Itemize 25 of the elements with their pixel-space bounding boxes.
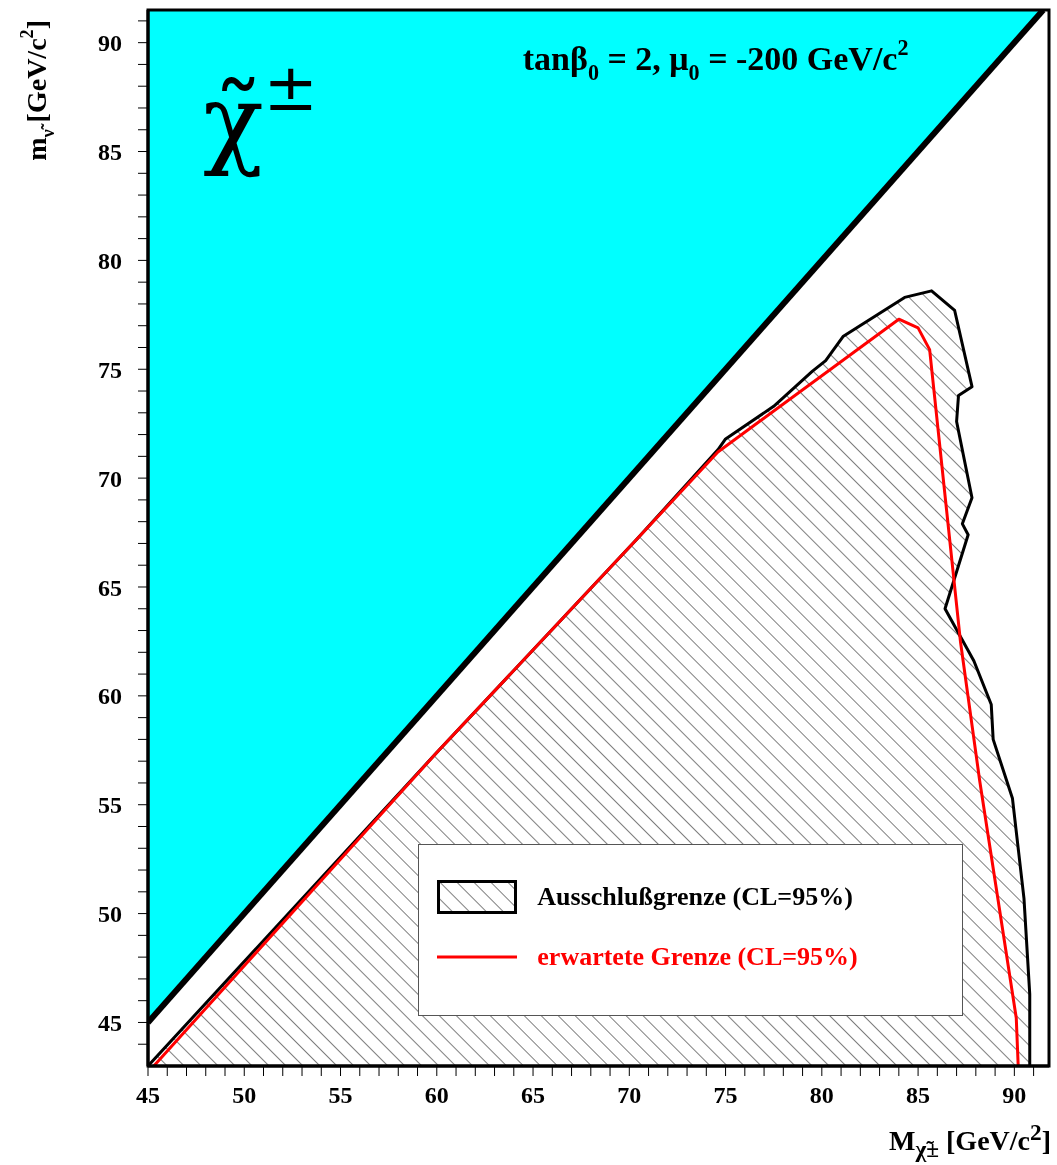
legend-label: Ausschlußgrenze (CL=95%)	[537, 882, 853, 913]
y-tick-label: 50	[98, 901, 122, 928]
y-tick-label: 60	[98, 683, 122, 710]
x-tick-label: 70	[617, 1082, 642, 1109]
x-tick-label: 90	[1002, 1082, 1027, 1109]
x-tick-label: 50	[232, 1082, 257, 1109]
x-tick-label: 80	[809, 1082, 834, 1109]
x-tick-label: 85	[906, 1082, 931, 1109]
y-tick-label: 75	[98, 356, 122, 383]
y-tick-label: 85	[98, 139, 122, 166]
y-tick-label: 65	[98, 574, 122, 601]
y-tick-label: 45	[98, 1009, 122, 1036]
x-tick-label: 55	[328, 1082, 353, 1109]
x-axis-title: M$_{χ̃±}$ [GeV/c$^{2}$]	[889, 1118, 1051, 1164]
x-tick-label: 45	[136, 1082, 160, 1109]
text: tanβ$_{0}$ = 2, μ$_{0}$ = -200 GeV/c$^{2}$	[522, 34, 909, 86]
legend-label: erwartete Grenze (CL=95%)	[537, 942, 858, 973]
y-tick-label: 80	[98, 247, 122, 274]
y-tick-label: 90	[98, 30, 122, 57]
x-tick-label: 65	[521, 1082, 546, 1109]
annotation: χ̃$^{±}$	[203, 50, 319, 179]
x-tick-label: 60	[424, 1082, 449, 1109]
y-tick-label: 70	[98, 465, 122, 492]
y-tick-label: 55	[98, 792, 122, 819]
x-tick-label: 75	[713, 1082, 738, 1109]
